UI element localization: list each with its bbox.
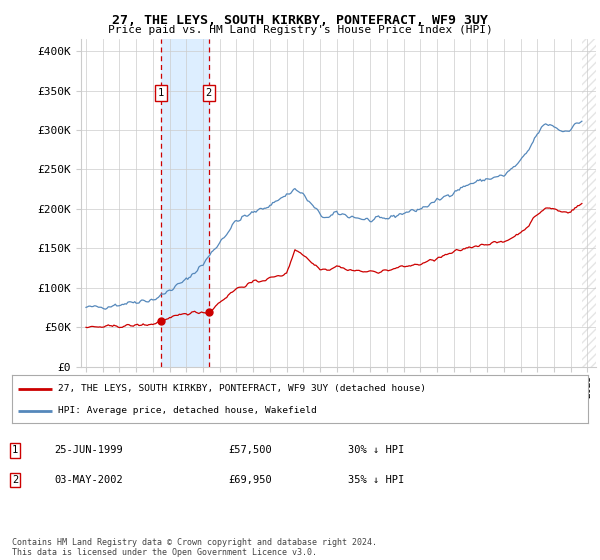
- Text: 1: 1: [158, 88, 164, 98]
- Bar: [161, 39, 209, 367]
- Bar: [582, 39, 596, 367]
- Text: Contains HM Land Registry data © Crown copyright and database right 2024.
This d: Contains HM Land Registry data © Crown c…: [12, 538, 377, 557]
- Text: 27, THE LEYS, SOUTH KIRKBY, PONTEFRACT, WF9 3UY: 27, THE LEYS, SOUTH KIRKBY, PONTEFRACT, …: [112, 14, 488, 27]
- Text: 1: 1: [12, 445, 18, 455]
- Text: 2: 2: [12, 475, 18, 485]
- Text: 2: 2: [206, 88, 212, 98]
- Text: 30% ↓ HPI: 30% ↓ HPI: [348, 445, 404, 455]
- Text: Price paid vs. HM Land Registry's House Price Index (HPI): Price paid vs. HM Land Registry's House …: [107, 25, 493, 35]
- Text: 27, THE LEYS, SOUTH KIRKBY, PONTEFRACT, WF9 3UY (detached house): 27, THE LEYS, SOUTH KIRKBY, PONTEFRACT, …: [58, 384, 426, 393]
- Text: £69,950: £69,950: [228, 475, 272, 485]
- Text: 25-JUN-1999: 25-JUN-1999: [54, 445, 123, 455]
- Text: HPI: Average price, detached house, Wakefield: HPI: Average price, detached house, Wake…: [58, 407, 317, 416]
- Text: 03-MAY-2002: 03-MAY-2002: [54, 475, 123, 485]
- Text: £57,500: £57,500: [228, 445, 272, 455]
- Text: 35% ↓ HPI: 35% ↓ HPI: [348, 475, 404, 485]
